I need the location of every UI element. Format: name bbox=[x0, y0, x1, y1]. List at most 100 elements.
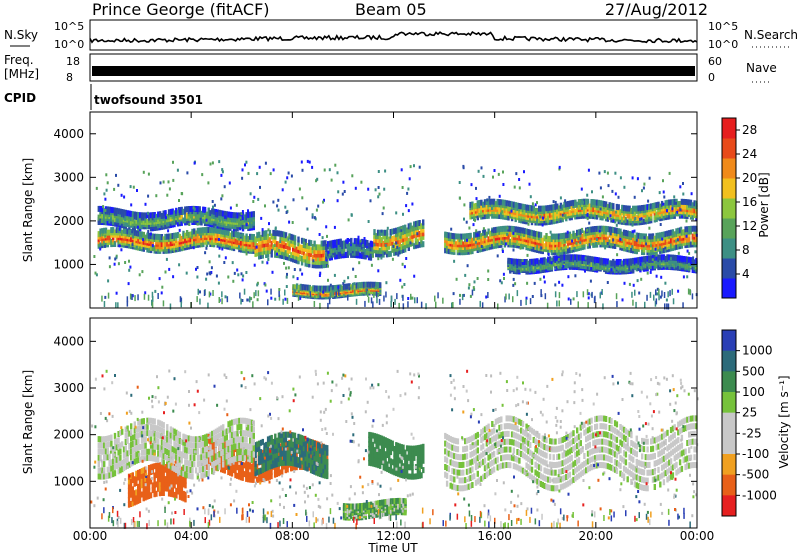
range-cell bbox=[197, 223, 199, 226]
range-cell bbox=[166, 258, 168, 261]
range-cell bbox=[163, 300, 165, 306]
range-cell bbox=[169, 187, 171, 190]
range-cell bbox=[96, 187, 98, 190]
range-cell bbox=[307, 160, 309, 163]
range-cell bbox=[401, 286, 403, 289]
range-cell bbox=[686, 275, 688, 278]
range-cell bbox=[607, 281, 609, 284]
range-cell bbox=[257, 298, 259, 301]
range-cell bbox=[376, 297, 378, 303]
range-cell bbox=[379, 193, 381, 196]
range-cell bbox=[532, 295, 534, 298]
range-cell bbox=[342, 193, 344, 196]
range-cell bbox=[331, 179, 333, 182]
range-cell bbox=[632, 176, 634, 179]
range-cell bbox=[475, 187, 477, 190]
range-cell bbox=[519, 186, 521, 189]
range-cell bbox=[242, 168, 244, 171]
range-cell bbox=[278, 249, 280, 252]
range-cell bbox=[179, 229, 181, 232]
range-cell bbox=[681, 215, 683, 218]
range-cell bbox=[646, 295, 648, 301]
range-cell bbox=[675, 202, 677, 205]
range-cell bbox=[147, 212, 149, 215]
range-cell bbox=[382, 212, 384, 215]
range-cell bbox=[602, 195, 604, 198]
range-cell bbox=[640, 263, 642, 266]
range-cell bbox=[220, 197, 222, 200]
range-cell bbox=[349, 239, 351, 242]
range-cell bbox=[677, 290, 679, 293]
range-cell bbox=[236, 269, 238, 272]
range-cell bbox=[540, 232, 542, 238]
range-cell bbox=[253, 211, 255, 217]
range-cell bbox=[246, 223, 248, 226]
range-cell bbox=[218, 255, 220, 258]
range-cell bbox=[282, 299, 284, 305]
range-cell bbox=[437, 292, 439, 298]
range-cell bbox=[540, 247, 542, 250]
range-cell bbox=[161, 291, 163, 294]
range-cell bbox=[655, 254, 657, 257]
range-cell bbox=[660, 223, 662, 226]
range-cell bbox=[128, 269, 130, 272]
range-cell bbox=[598, 172, 600, 175]
range-cell bbox=[645, 242, 647, 245]
range-cell bbox=[238, 245, 240, 248]
range-cell bbox=[167, 229, 169, 232]
range-cell bbox=[520, 228, 522, 231]
range-cell bbox=[165, 216, 167, 219]
range-cell bbox=[668, 266, 670, 269]
range-cell bbox=[636, 239, 638, 242]
date-title: 27/Aug/2012 bbox=[605, 0, 708, 19]
range-cell bbox=[372, 255, 374, 258]
range-cell bbox=[285, 181, 287, 184]
range-cell bbox=[407, 188, 409, 191]
range-cell bbox=[256, 283, 258, 286]
range-cell bbox=[224, 185, 226, 188]
range-cell bbox=[456, 278, 458, 281]
range-cell bbox=[590, 267, 592, 270]
range-cell bbox=[194, 162, 196, 165]
range-cell bbox=[274, 244, 276, 247]
range-cell bbox=[325, 225, 327, 228]
range-cell bbox=[659, 191, 661, 194]
range-cell bbox=[351, 213, 353, 216]
range-cell bbox=[626, 247, 628, 250]
range-cell bbox=[137, 226, 139, 229]
range-cell bbox=[297, 237, 299, 243]
range-cell bbox=[286, 211, 288, 214]
range-cell bbox=[600, 292, 602, 298]
nave-tick-bottom: 0 bbox=[708, 71, 715, 84]
range-cell bbox=[410, 294, 412, 300]
range-cell bbox=[478, 170, 480, 173]
range-cell bbox=[117, 184, 119, 187]
range-cell bbox=[375, 287, 377, 290]
range-cell bbox=[237, 273, 239, 276]
range-cell bbox=[104, 301, 106, 307]
range-cell bbox=[581, 216, 583, 219]
range-cell bbox=[301, 273, 303, 276]
range-cell bbox=[205, 278, 207, 281]
range-cell bbox=[384, 252, 386, 255]
range-cell bbox=[128, 260, 130, 263]
range-cell bbox=[655, 289, 657, 295]
range-cell bbox=[245, 161, 247, 164]
range-cell bbox=[293, 289, 295, 295]
range-cell bbox=[669, 172, 671, 175]
range-cell bbox=[196, 276, 198, 279]
range-cell bbox=[136, 189, 138, 192]
range-cell bbox=[513, 278, 515, 281]
range-cell bbox=[247, 209, 249, 212]
range-cell bbox=[195, 268, 197, 271]
range-cell bbox=[512, 296, 514, 302]
range-cell bbox=[148, 295, 150, 301]
range-cell bbox=[591, 292, 593, 298]
range-cell bbox=[633, 284, 635, 287]
range-cell bbox=[481, 245, 483, 248]
noise-tick-bottom-left: 10^0 bbox=[54, 38, 84, 51]
range-cell bbox=[688, 231, 690, 234]
range-cell bbox=[632, 230, 634, 233]
range-cell bbox=[288, 238, 290, 241]
range-cell bbox=[329, 168, 331, 171]
